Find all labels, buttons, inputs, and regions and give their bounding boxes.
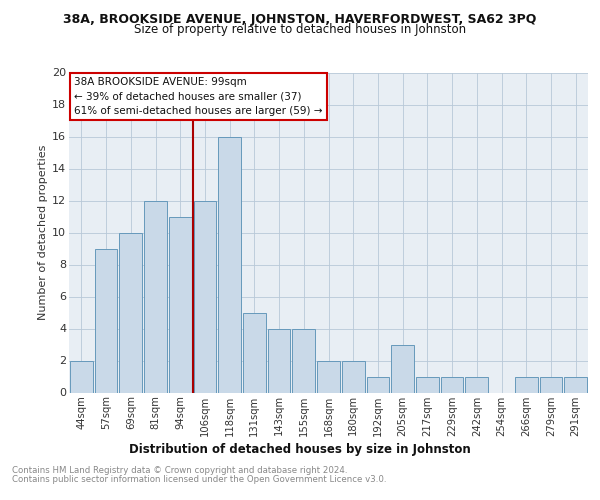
Text: 38A BROOKSIDE AVENUE: 99sqm
← 39% of detached houses are smaller (37)
61% of sem: 38A BROOKSIDE AVENUE: 99sqm ← 39% of det…	[74, 78, 323, 116]
Bar	[95, 248, 118, 392]
Text: 38A, BROOKSIDE AVENUE, JOHNSTON, HAVERFORDWEST, SA62 3PQ: 38A, BROOKSIDE AVENUE, JOHNSTON, HAVERFO…	[64, 12, 536, 26]
Bar	[515, 376, 538, 392]
Bar	[70, 360, 93, 392]
Bar	[539, 376, 562, 392]
Bar	[218, 136, 241, 392]
Text: Distribution of detached houses by size in Johnston: Distribution of detached houses by size …	[129, 442, 471, 456]
Text: Contains HM Land Registry data © Crown copyright and database right 2024.: Contains HM Land Registry data © Crown c…	[12, 466, 347, 475]
Bar	[169, 216, 191, 392]
Bar	[292, 328, 315, 392]
Bar	[194, 200, 216, 392]
Bar	[243, 312, 266, 392]
Bar	[466, 376, 488, 392]
Bar	[317, 360, 340, 392]
Bar	[268, 328, 290, 392]
Bar	[441, 376, 463, 392]
Bar	[342, 360, 365, 392]
Bar	[391, 344, 414, 393]
Text: Size of property relative to detached houses in Johnston: Size of property relative to detached ho…	[134, 22, 466, 36]
Text: Contains public sector information licensed under the Open Government Licence v3: Contains public sector information licen…	[12, 475, 386, 484]
Bar	[367, 376, 389, 392]
Bar	[564, 376, 587, 392]
Y-axis label: Number of detached properties: Number of detached properties	[38, 145, 48, 320]
Bar	[144, 200, 167, 392]
Bar	[416, 376, 439, 392]
Bar	[119, 232, 142, 392]
